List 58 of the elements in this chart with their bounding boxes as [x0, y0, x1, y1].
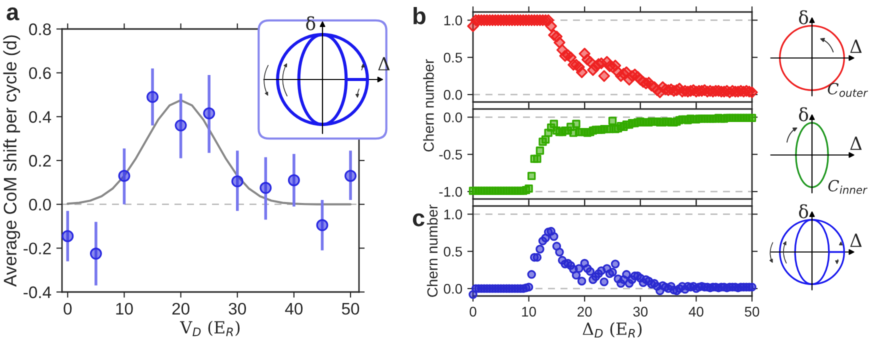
y-tick-label: 0.0 [444, 90, 462, 100]
point [62, 230, 74, 242]
y-tick-label: -0.4 [24, 286, 52, 298]
text: δ [799, 107, 808, 122]
x-axis-title: Δ$_{D}$ (E$_{R}$) [582, 322, 642, 338]
point [174, 119, 187, 132]
y-tick-label: 0.5 [444, 52, 462, 63]
text: Δ [850, 234, 862, 247]
point [231, 175, 244, 188]
y-axis-title: Chern number [426, 204, 438, 297]
line-series [66, 99, 352, 206]
point [203, 107, 216, 120]
x-tick-label: 10 [116, 302, 133, 315]
x-tick-label: 20 [172, 302, 190, 315]
text: Δ [378, 57, 390, 70]
y-axis-title: Chern number [423, 59, 434, 152]
y-tick-label: -0.2 [24, 242, 51, 254]
point [118, 170, 130, 182]
text: a [6, 7, 20, 20]
x-tick-label: 40 [688, 306, 704, 317]
text: Δ [850, 40, 862, 53]
x-tick-label: 50 [342, 302, 360, 315]
x-tick-label: 30 [633, 306, 648, 317]
text: Δ [850, 136, 862, 150]
point [316, 219, 328, 232]
y-tick-label: 0.2 [29, 154, 51, 167]
y-tick-label: -1.0 [439, 186, 462, 197]
y-tick-label: 0.0 [29, 198, 51, 211]
point [90, 248, 102, 260]
y-tick-label: 0.0 [444, 284, 462, 294]
y-tick-label: 1.0 [444, 16, 462, 26]
y-tick-label: 0.8 [29, 23, 51, 36]
x-tick-label: 0 [64, 302, 72, 315]
y-tick-label: 0.5 [444, 246, 462, 257]
y-tick-label: 0.0 [444, 112, 462, 122]
x-tick-label: 30 [228, 302, 246, 315]
x-tick-label: 50 [744, 306, 760, 317]
text: δ [799, 10, 808, 24]
y-tick-label: 1.0 [444, 210, 462, 220]
x-tick-label: 0 [470, 306, 476, 317]
y-axis-title: Average CoM shift per cycle (d) [3, 35, 20, 287]
y-tick-label: 0.4 [29, 111, 52, 123]
x-tick-label: 40 [285, 302, 303, 315]
text: b [414, 6, 426, 24]
point [344, 170, 356, 182]
point [288, 174, 300, 186]
point [146, 90, 158, 103]
x-axis-title: V$_{D}$ (E$_{R}$) [180, 320, 240, 336]
text: δ [799, 204, 808, 218]
x-tick-label: 10 [522, 306, 536, 317]
annotation: δ [306, 16, 316, 30]
y-tick-label: -0.5 [439, 150, 462, 160]
text: C$_{outer}$ [828, 82, 868, 97]
x-tick-label: 20 [578, 306, 592, 317]
text: C$_{inner}$ [828, 180, 868, 194]
point [260, 182, 272, 194]
text: c [412, 213, 424, 226]
y-tick-label: 0.6 [29, 67, 51, 80]
